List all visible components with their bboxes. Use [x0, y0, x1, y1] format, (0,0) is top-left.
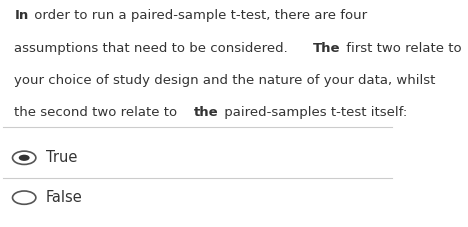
Text: False: False — [45, 190, 82, 205]
Text: True: True — [45, 150, 77, 165]
Text: paired-samples t-test itself:: paired-samples t-test itself: — [220, 106, 408, 119]
Text: the second two relate to: the second two relate to — [15, 106, 182, 119]
Text: your choice of study design and the nature of your data, whilst: your choice of study design and the natu… — [15, 74, 436, 87]
Text: The: The — [313, 42, 340, 54]
Text: the: the — [194, 106, 219, 119]
Circle shape — [19, 155, 29, 161]
Text: order to run a paired-sample t-test, there are four: order to run a paired-sample t-test, the… — [30, 10, 367, 22]
Text: assumptions that need to be considered.: assumptions that need to be considered. — [15, 42, 292, 54]
Text: first two relate to: first two relate to — [342, 42, 462, 54]
Text: In: In — [15, 10, 29, 22]
